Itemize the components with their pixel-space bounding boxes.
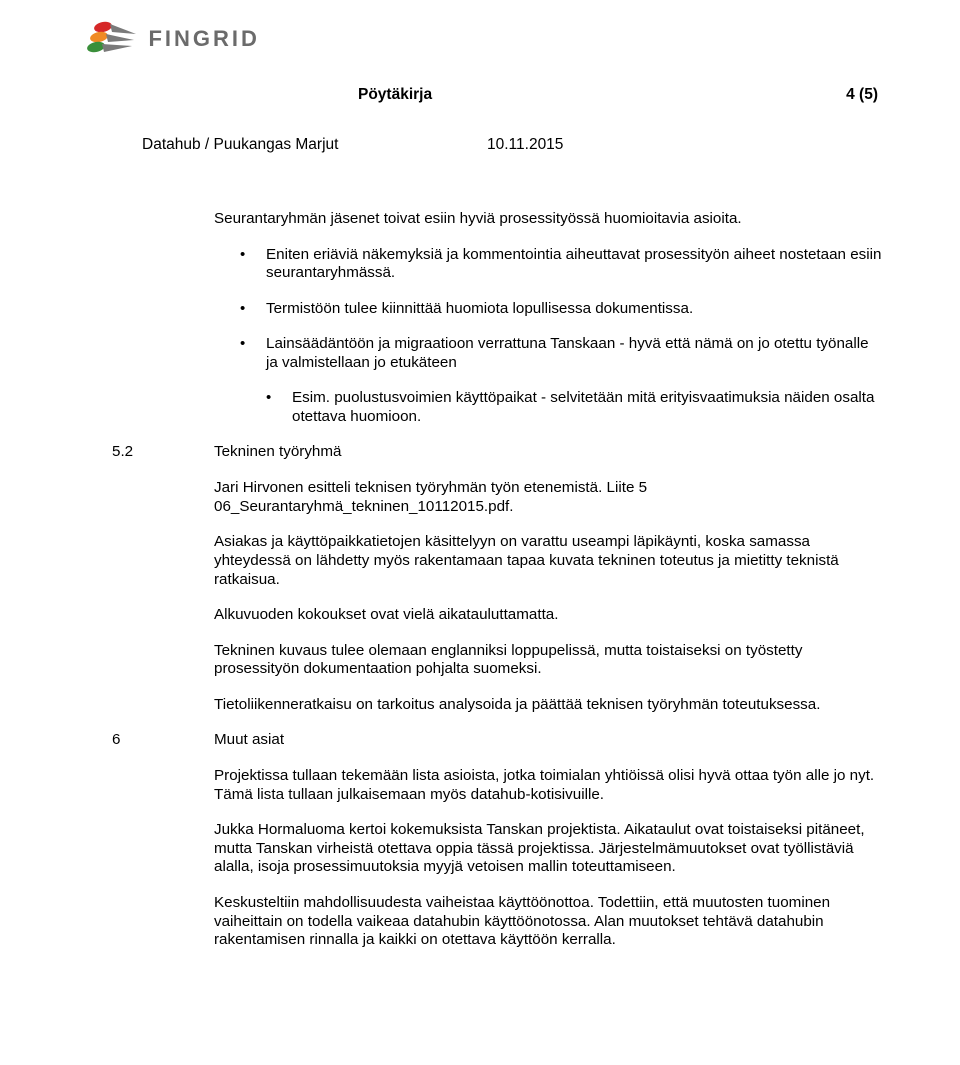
company-logo: FINGRID [86,18,260,59]
body-paragraph: Alkuvuoden kokoukset ovat vielä aikataul… [214,606,882,625]
section-heading-5-2: 5.2 Tekninen työryhmä [112,443,882,462]
body-paragraph: Tietoliikenneratkaisu on tarkoitus analy… [214,696,882,715]
document-type: Pöytäkirja [358,86,432,104]
document-body: Seurantaryhmän jäsenet toivat esiin hyvi… [112,210,882,967]
bullet-list-level1: Eniten eriäviä näkemyksiä ja kommentoint… [240,246,882,373]
document-subject: Datahub / Puukangas Marjut [142,136,338,154]
section-number: 6 [112,731,120,750]
body-paragraph: Asiakas ja käyttöpaikkatietojen käsittel… [214,533,882,589]
list-item: Termistöön tulee kiinnittää huomiota lop… [240,300,882,319]
section-number: 5.2 [112,443,133,462]
list-item: Lainsäädäntöön ja migraatioon verrattuna… [240,335,882,372]
list-item-text: Lainsäädäntöön ja migraatioon verrattuna… [266,335,869,371]
bullet-list-level2: Esim. puolustusvoimien käyttöpaikat - se… [266,389,882,426]
list-item-text: Eniten eriäviä näkemyksiä ja kommentoint… [266,246,881,282]
body-paragraph: Jukka Hormaluoma kertoi kokemuksista Tan… [214,821,882,877]
logo-text: FINGRID [148,26,259,52]
section-title: Tekninen työryhmä [214,443,882,462]
intro-paragraph: Seurantaryhmän jäsenet toivat esiin hyvi… [214,210,882,229]
list-item-text: Esim. puolustusvoimien käyttöpaikat - se… [292,389,874,425]
body-paragraph: Keskusteltiin mahdollisuudesta vaiheista… [214,894,882,950]
body-paragraph: Jari Hirvonen esitteli teknisen työryhmä… [214,479,882,516]
document-page: FINGRID Pöytäkirja 4 (5) Datahub / Puuka… [0,0,960,1065]
section-title: Muut asiat [214,731,882,750]
body-paragraph: Projektissa tullaan tekemään lista asioi… [214,767,882,804]
list-item: Eniten eriäviä näkemyksiä ja kommentoint… [240,246,882,283]
list-item: Esim. puolustusvoimien käyttöpaikat - se… [266,389,882,426]
body-paragraph: Tekninen kuvaus tulee olemaan englanniks… [214,642,882,679]
section-heading-6: 6 Muut asiat [112,731,882,750]
list-item-text: Termistöön tulee kiinnittää huomiota lop… [266,300,693,317]
document-date: 10.11.2015 [487,136,563,154]
page-number: 4 (5) [846,86,878,104]
logo-icon [86,18,138,59]
